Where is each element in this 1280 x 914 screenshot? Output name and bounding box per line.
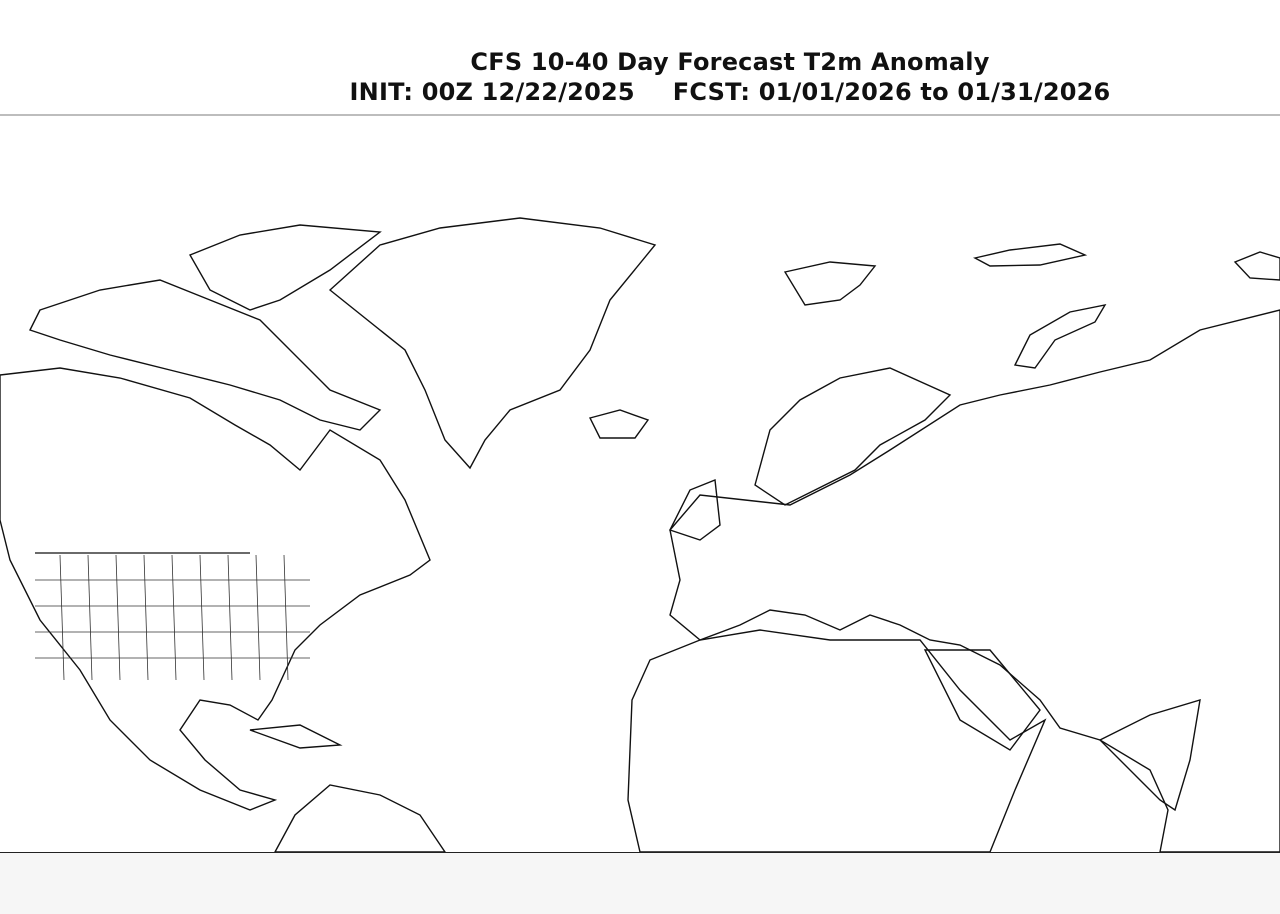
state-border bbox=[115, 554, 121, 681]
uk-coastline bbox=[669, 479, 721, 541]
scandinavia-coastline bbox=[754, 367, 952, 506]
africa-coastline bbox=[627, 629, 1047, 852]
map-title: CFS 10-40 Day Forecast T2m Anomaly bbox=[470, 48, 990, 76]
forecast-period: FCST: 01/01/2026 to 01/31/2026 bbox=[672, 78, 1111, 106]
svalbard-coastline bbox=[783, 261, 877, 306]
arabia-land bbox=[925, 650, 1040, 750]
south-america-coastline bbox=[274, 784, 446, 852]
india-coastline bbox=[1098, 699, 1201, 812]
svalbard-land bbox=[785, 262, 875, 305]
state-border bbox=[227, 554, 233, 681]
state-border bbox=[143, 554, 149, 681]
arctic-islands-1-land bbox=[190, 225, 380, 310]
uk-land bbox=[670, 480, 720, 540]
novaya-zemlya-land bbox=[1015, 305, 1105, 368]
land-base bbox=[0, 218, 1280, 852]
franz-josef-coastline bbox=[973, 243, 1088, 267]
caribbean-coastline bbox=[249, 724, 343, 749]
arctic-islands-1-coastline bbox=[188, 224, 382, 311]
eurasia-coastline bbox=[669, 309, 1280, 852]
africa-land bbox=[628, 630, 1045, 852]
header-divider bbox=[0, 114, 1280, 116]
init-time: INIT: 00Z 12/22/2025 bbox=[349, 78, 635, 106]
iceland-coastline bbox=[588, 409, 650, 439]
scandinavia-land bbox=[755, 368, 950, 505]
arctic-islands-2-land bbox=[30, 280, 380, 430]
north-america-land bbox=[0, 368, 430, 810]
novaya-zemlya-coastline bbox=[1013, 304, 1107, 369]
coastlines bbox=[0, 217, 1280, 852]
greenland-coastline bbox=[328, 217, 657, 470]
state-border bbox=[199, 554, 205, 681]
footer-bar bbox=[0, 852, 1280, 914]
state-border bbox=[87, 554, 93, 681]
anomaly-map bbox=[0, 116, 1280, 852]
map-subtitle: INIT: 00Z 12/22/2025 FCST: 01/01/2026 to … bbox=[0, 78, 1280, 106]
severnaya-coastline bbox=[1233, 251, 1280, 281]
arctic-islands-2-coastline bbox=[29, 279, 382, 431]
state-border bbox=[171, 554, 177, 681]
state-border bbox=[255, 554, 261, 681]
north-america-coastline bbox=[0, 367, 431, 811]
state-border bbox=[283, 554, 289, 681]
caribbean-land bbox=[250, 725, 340, 748]
us-state-borders bbox=[35, 552, 310, 681]
iceland-land bbox=[590, 410, 648, 438]
south-america-land bbox=[275, 785, 445, 852]
state-border bbox=[59, 554, 65, 681]
eurasia-land bbox=[670, 310, 1280, 852]
arabia-coastline bbox=[923, 649, 1041, 751]
greenland-land bbox=[330, 218, 655, 468]
